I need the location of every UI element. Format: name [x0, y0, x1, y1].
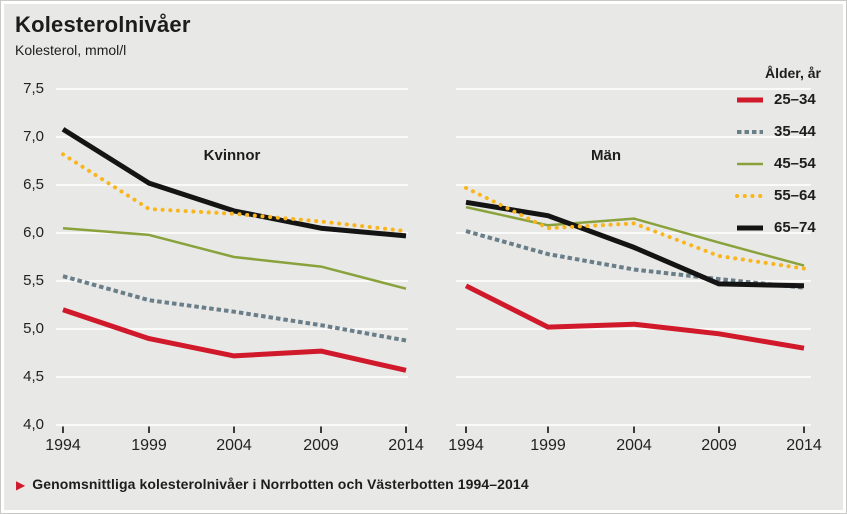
legend-item-35–44: 35–44 [735, 123, 827, 140]
series-line-kvinnor-35–44 [62, 274, 407, 343]
y-tick-label: 7,5 [23, 80, 44, 97]
legend: Ålder, år 25–34 35–44 45–54 55–64 65–74 [735, 65, 827, 251]
series-line-män-25–34 [464, 283, 805, 351]
caption-text: Genomsnittliga kolesterolnivåer i Norrbo… [32, 476, 529, 492]
y-tick-label: 4,5 [23, 368, 44, 385]
series-line-kvinnor-65–74 [61, 127, 407, 239]
legend-line-sample-icon [737, 225, 763, 230]
y-tick-label: 5,5 [23, 272, 44, 289]
series-line-kvinnor-45–54 [62, 226, 407, 290]
series-line-kvinnor-25–34 [62, 307, 407, 373]
legend-line-sample-icon [737, 162, 763, 165]
y-tick-label: 6,5 [23, 176, 44, 193]
legend-item-55–64: 55–64 [735, 187, 827, 204]
panel-label-kvinnor: Kvinnor [203, 147, 261, 164]
y-tick-label: 4,0 [23, 416, 44, 433]
legend-item-65–74: 65–74 [735, 219, 827, 236]
series-line-kvinnor-55–64 [61, 152, 408, 234]
y-tick-label: 5,0 [23, 320, 44, 337]
legend-header: Ålder, år [764, 65, 821, 81]
x-tick-label: 2009 [303, 437, 339, 454]
series-line-män-45–54 [465, 205, 805, 267]
legend-item-label: 25–34 [774, 91, 816, 108]
series-line-män-65–74 [465, 199, 805, 289]
legend-item-45–54: 45–54 [735, 155, 827, 172]
legend-line-sample-icon [737, 97, 763, 102]
y-tick-label: 7,0 [23, 128, 44, 145]
y-axis-unit-label: Kolesterol, mmol/l [15, 42, 127, 58]
legend-line-sample-icon [737, 129, 763, 134]
x-tick-label: 1999 [131, 437, 167, 454]
caption: ▶ Genomsnittliga kolesterolnivåer i Norr… [16, 476, 529, 492]
x-tick-label: 2004 [216, 437, 252, 454]
x-tick-label: 2009 [701, 437, 737, 454]
series-line-män-55–64 [464, 185, 806, 271]
legend-item-label: 35–44 [774, 123, 816, 140]
legend-item-label: 55–64 [774, 187, 816, 204]
x-tick-label: 1999 [530, 437, 566, 454]
legend-item-label: 65–74 [774, 219, 816, 236]
x-tick-label: 1994 [45, 437, 81, 454]
x-tick-label: 2014 [786, 437, 822, 454]
legend-item-label: 45–54 [774, 155, 816, 172]
y-tick-label: 6,0 [23, 224, 44, 241]
legend-rows: 25–34 35–44 45–54 55–64 65–74 [735, 91, 827, 236]
series-line-män-35–44 [465, 229, 805, 290]
panel-label-man: Män [591, 147, 621, 164]
x-tick-label: 2014 [388, 437, 424, 454]
x-tick-label: 1994 [448, 437, 484, 454]
caption-marker-icon: ▶ [16, 477, 26, 492]
page-title: Kolesterolnivåer [15, 12, 191, 37]
x-tick-label: 2004 [616, 437, 652, 454]
legend-item-25–34: 25–34 [735, 91, 827, 108]
cholesterol-line-chart [56, 88, 811, 433]
legend-line-sample-icon [735, 193, 765, 198]
chart-background-panel: Kolesterolnivåer Kolesterol, mmol/l Kvin… [4, 4, 843, 510]
